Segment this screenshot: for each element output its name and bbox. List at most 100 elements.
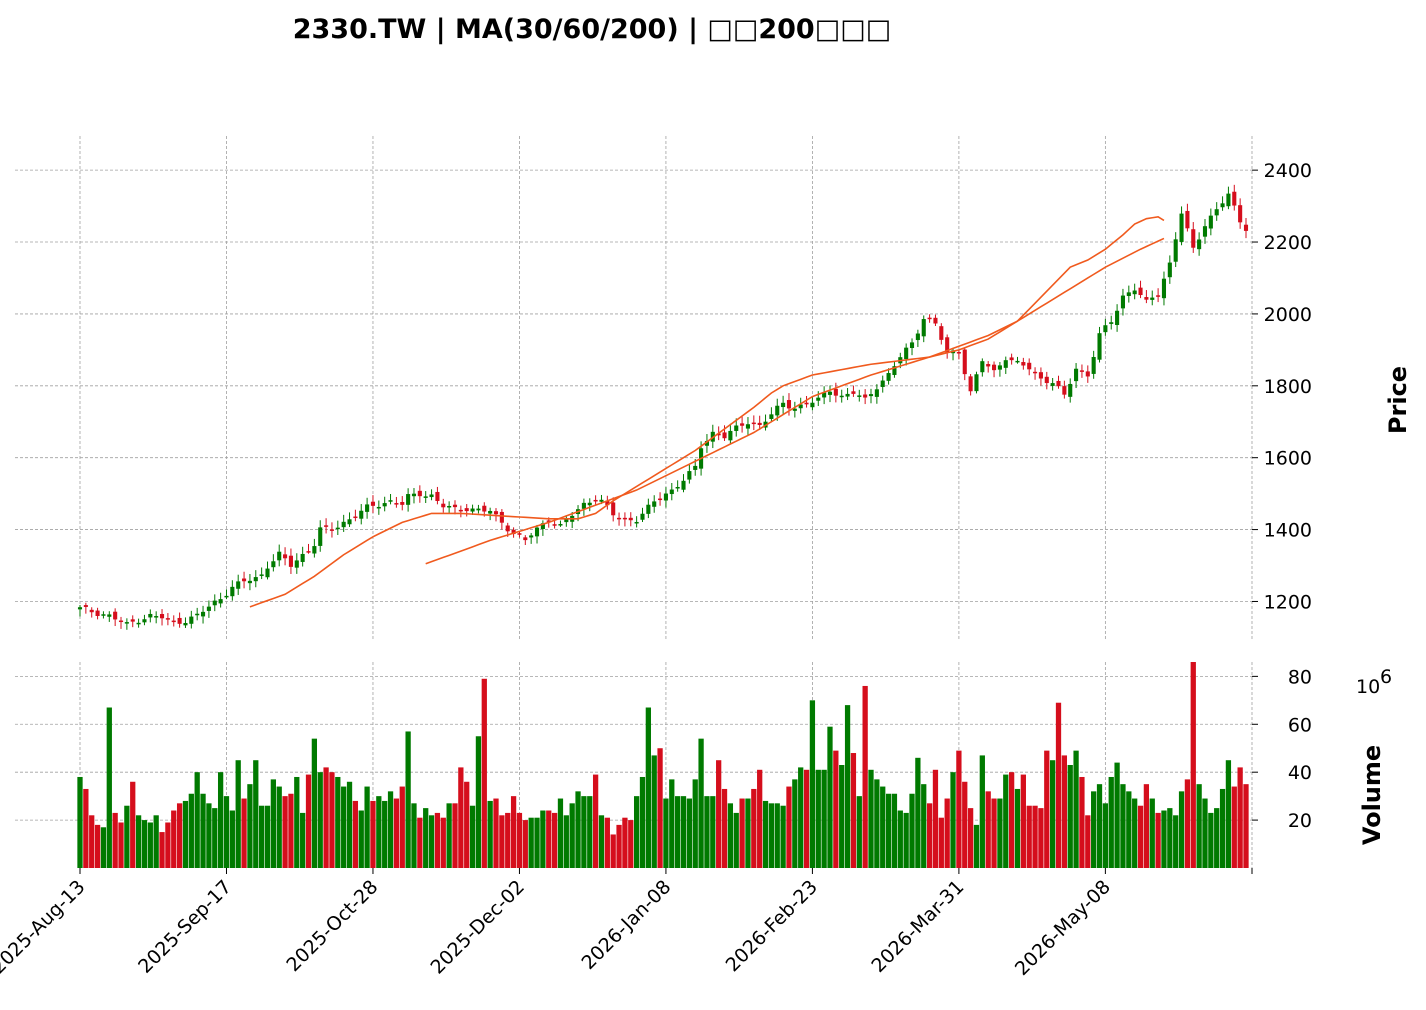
volume-bar bbox=[1114, 762, 1120, 868]
volume-axis-exponent: 6 bbox=[1380, 666, 1392, 688]
candle-body bbox=[288, 555, 293, 567]
volume-bar bbox=[300, 812, 306, 868]
candle-body bbox=[177, 617, 182, 624]
candle-body bbox=[277, 551, 282, 561]
candle-body bbox=[1050, 383, 1055, 386]
candle-body bbox=[511, 529, 516, 535]
candle-body bbox=[874, 389, 879, 397]
candle-body bbox=[757, 422, 762, 425]
volume-bar bbox=[710, 796, 716, 868]
volume-bar bbox=[141, 820, 148, 868]
volume-bar bbox=[757, 769, 763, 868]
volume-bar bbox=[522, 820, 528, 868]
candle-body bbox=[611, 502, 616, 516]
candle-body bbox=[1238, 205, 1243, 223]
volume-bar bbox=[147, 822, 153, 868]
candle-body bbox=[921, 319, 926, 337]
volume-bar bbox=[967, 808, 974, 868]
volume-bar bbox=[839, 765, 845, 868]
candle-body bbox=[329, 529, 335, 531]
candle-body bbox=[880, 380, 885, 387]
candle-body bbox=[634, 521, 639, 524]
candle-body bbox=[218, 599, 223, 604]
candle-body bbox=[253, 577, 258, 582]
volume-bar bbox=[891, 793, 898, 868]
volume-bar bbox=[305, 774, 312, 868]
volume-bar bbox=[270, 779, 276, 868]
candle-body bbox=[452, 504, 458, 508]
candle-body bbox=[722, 432, 727, 439]
price-axis-ticks: 1200 1400 1600 1800 2000 2200 2400 bbox=[1252, 160, 1312, 613]
volume-bar bbox=[692, 779, 698, 868]
candle-body bbox=[658, 498, 663, 501]
volume-bar bbox=[821, 769, 827, 868]
volume-bar bbox=[979, 755, 985, 868]
volume-bar bbox=[1225, 760, 1232, 868]
candle-body bbox=[1115, 310, 1120, 325]
candle-body bbox=[587, 502, 592, 506]
volume-bar bbox=[639, 776, 646, 868]
volume-bar bbox=[657, 748, 663, 868]
ma60-line bbox=[425, 237, 1165, 565]
volume-bar bbox=[510, 796, 517, 868]
candle-body bbox=[441, 503, 446, 508]
candle-body bbox=[945, 337, 950, 353]
volume-bar bbox=[534, 817, 540, 868]
price-tick-label: 1800 bbox=[1264, 376, 1312, 398]
candle-body bbox=[107, 614, 112, 617]
volume-tick-label: 40 bbox=[1288, 762, 1312, 784]
candle-body bbox=[247, 580, 252, 584]
volume-bar bbox=[206, 803, 212, 868]
candle-body bbox=[534, 527, 540, 537]
volume-bar bbox=[733, 812, 739, 868]
candle-body bbox=[1091, 356, 1096, 374]
candle-body bbox=[230, 586, 235, 597]
volume-bar bbox=[762, 800, 769, 868]
volume-bar bbox=[317, 772, 323, 868]
volume-bar bbox=[1184, 779, 1191, 868]
volume-bar bbox=[1020, 774, 1026, 868]
candle-body bbox=[1191, 229, 1196, 248]
volume-bar bbox=[897, 810, 903, 868]
volume-bar bbox=[704, 796, 710, 868]
volume-bar bbox=[885, 793, 892, 868]
volume-bar bbox=[176, 803, 183, 868]
volume-bar bbox=[815, 769, 821, 868]
candle-body bbox=[1185, 210, 1190, 229]
candle-body bbox=[792, 408, 797, 411]
volume-bar bbox=[727, 803, 734, 868]
volume-bar bbox=[182, 800, 189, 868]
candle-body bbox=[505, 525, 510, 532]
candle-body bbox=[406, 494, 411, 505]
candle-body bbox=[693, 465, 698, 470]
volume-bar bbox=[944, 798, 950, 868]
volume-bar bbox=[106, 707, 112, 868]
candle-body bbox=[593, 499, 598, 502]
volume-bar bbox=[1026, 805, 1032, 868]
volume-bar bbox=[792, 779, 798, 868]
candle-body bbox=[1021, 362, 1026, 366]
volume-bar bbox=[505, 812, 511, 868]
volume-bar bbox=[77, 776, 83, 868]
volume-bar bbox=[739, 798, 745, 868]
volume-bar bbox=[417, 817, 423, 868]
candle-body bbox=[312, 546, 317, 554]
volume-bar bbox=[135, 815, 142, 868]
candle-body bbox=[1173, 239, 1178, 262]
volume-bar bbox=[1067, 765, 1073, 868]
volume-bar bbox=[329, 772, 335, 868]
candle-body bbox=[265, 568, 270, 578]
volume-bar bbox=[651, 755, 657, 868]
volume-bar bbox=[803, 769, 810, 868]
volume-bar bbox=[159, 832, 165, 868]
volume-bar bbox=[1243, 784, 1249, 868]
volume-bar bbox=[962, 781, 968, 868]
volume-bar bbox=[405, 731, 411, 868]
volume-bar bbox=[675, 796, 681, 868]
volume-bar bbox=[311, 738, 318, 868]
volume-bar bbox=[1120, 784, 1126, 868]
volume-bar bbox=[83, 788, 89, 868]
candle-body bbox=[546, 520, 551, 522]
volume-bar bbox=[669, 779, 675, 868]
